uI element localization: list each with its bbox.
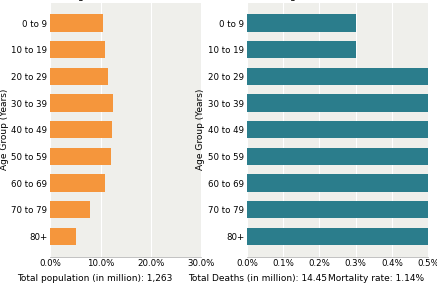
- Bar: [50, 68, 108, 85]
- Bar: [247, 41, 356, 58]
- Bar: [50, 201, 90, 219]
- Bar: [50, 94, 113, 112]
- Bar: [247, 94, 437, 112]
- Bar: [247, 148, 437, 165]
- Y-axis label: Age Group (Years): Age Group (Years): [196, 89, 205, 171]
- Y-axis label: Age Group (Years): Age Group (Years): [0, 89, 9, 171]
- Bar: [247, 228, 437, 245]
- Text: Mortality rate: 1.14%: Mortality rate: 1.14%: [328, 274, 424, 283]
- Bar: [247, 14, 356, 32]
- Bar: [50, 41, 104, 58]
- Bar: [50, 14, 103, 32]
- Bar: [50, 174, 104, 192]
- Bar: [50, 148, 111, 165]
- Bar: [247, 174, 437, 192]
- Text: Total Deaths (in million): 14.45: Total Deaths (in million): 14.45: [188, 274, 327, 283]
- Bar: [247, 201, 437, 219]
- Bar: [50, 121, 112, 138]
- Bar: [50, 228, 76, 245]
- Title: Distribution of Deaths
(% of total population):
High-income countries: Distribution of Deaths (% of total popul…: [277, 0, 398, 1]
- Title: Age Distribution (%):
High-income countries: Age Distribution (%): High-income countr…: [66, 0, 185, 1]
- Text: Total population (in million): 1,263: Total population (in million): 1,263: [17, 274, 173, 283]
- Bar: [247, 121, 437, 138]
- Bar: [247, 68, 437, 85]
